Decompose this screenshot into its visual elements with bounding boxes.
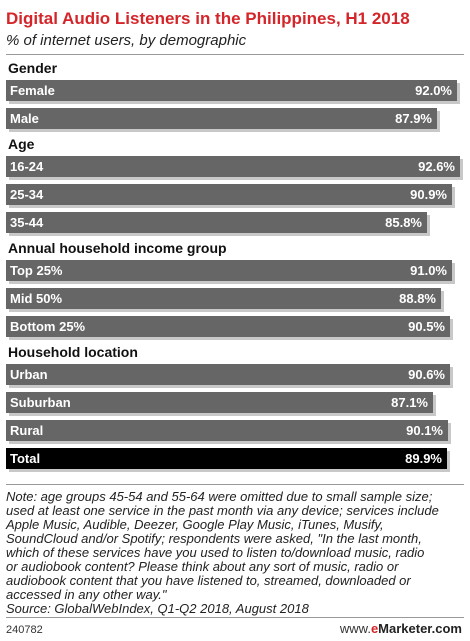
data-label: 90.1% [406,423,443,438]
bar: 16-24 92.6% [6,156,460,177]
data-label: 92.0% [415,83,452,98]
bar-label: Male [10,111,39,126]
group-label: Gender [8,60,58,76]
total-bar: Total 89.9% [6,448,447,469]
group-label: Age [8,136,35,152]
data-label: 87.1% [391,395,428,410]
note-line: accessed in any other way." [6,587,167,602]
brand-name: Marketer.com [378,621,462,636]
bar: Top 25% 91.0% [6,260,452,281]
data-label: 92.6% [418,159,455,174]
bar-label: Mid 50% [10,291,63,306]
bar-label: Urban [10,367,48,382]
note-line: which of these services have you used to… [6,545,425,560]
note-line: audiobook content that you have listened… [6,573,411,588]
note-line: Note: age groups 45-54 and 55-64 were om… [6,489,433,504]
bar-label: Rural [10,423,44,438]
brand-www: www. [339,621,371,636]
bar-label: Suburban [10,395,71,410]
data-label: 87.9% [395,111,432,126]
bar-label: Total [10,451,41,466]
bar-label: 25-34 [10,187,44,202]
data-label: 91.0% [410,263,447,278]
data-label: 90.6% [408,367,445,382]
data-label: 90.9% [410,187,447,202]
group-label: Annual household income group [8,240,227,256]
source-line: Source: GlobalWebIndex, Q1-Q2 2018, Augu… [6,601,309,616]
data-label: 89.9% [405,451,442,466]
bar-label: Top 25% [10,263,63,278]
chart-subtitle: % of internet users, by demographic [6,32,247,49]
note-line: SoundCloud and/or Spotify; respondents w… [6,531,422,546]
bar: Female 92.0% [6,80,457,101]
title-divider [6,54,464,55]
footer-divider [6,617,464,618]
note-line: or audiobook content? Please think about… [6,559,399,574]
data-label: 88.8% [399,291,436,306]
bar: 25-34 90.9% [6,184,452,205]
bar: Rural 90.1% [6,420,448,441]
note-line: Apple Music, Audible, Deezer, Google Pla… [6,517,384,532]
note-line: used at least one service in the past mo… [6,503,439,518]
brand-logo[interactable]: www.eMarketer.com [340,621,462,636]
data-label: 85.8% [385,215,422,230]
note-divider [6,484,464,485]
bar: Suburban 87.1% [6,392,433,413]
bar: 35-44 85.8% [6,212,427,233]
chart-id: 240782 [6,624,43,636]
data-label: 90.5% [408,319,445,334]
group-label: Household location [8,344,138,360]
bar-label: Female [10,83,55,98]
chart-title: Digital Audio Listeners in the Philippin… [6,9,410,28]
bar-label: 35-44 [10,215,44,230]
bar: Male 87.9% [6,108,437,129]
chart-note: Note: age groups 45-54 and 55-64 were om… [6,490,466,616]
bar-label: Bottom 25% [10,319,86,334]
bar: Urban 90.6% [6,364,450,385]
bar: Mid 50% 88.8% [6,288,441,309]
brand-e: e [370,621,379,636]
bar: Bottom 25% 90.5% [6,316,450,337]
bar-label: 16-24 [10,159,44,174]
